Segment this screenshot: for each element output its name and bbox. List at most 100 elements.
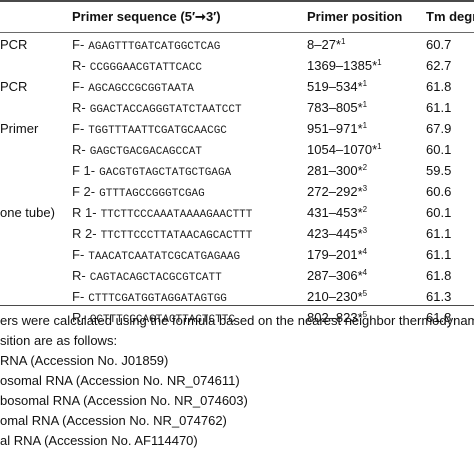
primer-direction: R 1- [72, 205, 97, 220]
position-value: 1054–1070* [307, 142, 378, 157]
tm-cell: 61.8 [426, 268, 452, 283]
primer-bases: GAGCTGACGACAGCCAT [89, 146, 202, 158]
primer-bases: CCGGGAACGTATTCACC [89, 62, 202, 74]
primer-direction: F 2- [72, 184, 96, 199]
table-row: F 1- GACGTGTAGCTATGCTGAGA 281–300*2 59.5 [0, 160, 474, 182]
tm-cell: 61.3 [426, 289, 452, 304]
position-value: 179–201* [307, 247, 363, 262]
table-header-rule [0, 32, 474, 33]
primer-bases: AGCAGCCGCGGTAATA [88, 83, 194, 95]
footnote-line: sition are as follows: [0, 333, 118, 348]
primer-bases: TAACATCAATATCGCATGAGAAG [88, 251, 241, 263]
primer-bases: GTTTAGCCGGGTCGAG [99, 188, 205, 200]
primer-position-cell: 210–230*5 [307, 286, 367, 308]
table-row: F- TAACATCAATATCGCATGAGAAG 179–201*4 61.1 [0, 244, 474, 266]
row-label: one tube) [0, 205, 55, 220]
table-row: R- CAGTACAGCTACGCGTCATT 287–306*4 61.8 [0, 265, 474, 287]
primer-direction: F- [72, 79, 85, 94]
primer-bases: GCTTTCGCAGTAGTTAGTCTTC [89, 314, 235, 326]
primer-direction: R 2- [72, 226, 97, 241]
position-footnote-mark: 1 [377, 142, 382, 151]
header-primer-position: Primer position [307, 9, 403, 24]
primer-position-cell: 272–292*3 [307, 181, 367, 203]
table-top-rule [0, 0, 474, 2]
tm-cell: 60.6 [426, 184, 452, 199]
primer-direction: R- [72, 100, 86, 115]
table-row: R- CCGGGAACGTATTCACC 1369–1385*1 62.7 [0, 55, 474, 77]
primer-sequence-cell: R 1- TTCTTCCCAAATAAAAGAACTTT [72, 202, 252, 226]
footnote-line: ers were calculated using the formula ba… [0, 313, 474, 328]
primer-sequence-cell: R- GGACTACCAGGGTATCTAATCCT [72, 97, 242, 121]
primer-position-cell: 802–823*5 [307, 307, 367, 329]
primer-sequence-cell: R- GAGCTGACGACAGCCAT [72, 139, 202, 163]
position-footnote-mark: 4 [362, 247, 368, 256]
primer-position-cell: 951–971*1 [307, 118, 367, 140]
primer-position-cell: 287–306*4 [307, 265, 367, 287]
primer-bases: GACGTGTAGCTATGCTGAGA [99, 167, 232, 179]
table-header-row: Primer sequence (5′➞3′) Primer position … [0, 2, 474, 32]
primer-sequence-cell: R- CAGTACAGCTACGCGTCATT [72, 265, 222, 289]
position-value: 423–445* [307, 226, 363, 241]
position-footnote-mark: 2 [362, 163, 368, 172]
primer-bases: CTTTCGATGGTAGGATAGTGG [88, 293, 227, 305]
position-value: 951–971* [307, 121, 363, 136]
primer-direction: F- [72, 37, 85, 52]
tm-cell: 59.5 [426, 163, 452, 178]
primer-bases: CAGTACAGCTACGCGTCATT [89, 272, 222, 284]
header-tm: Tm degr [426, 9, 474, 24]
position-value: 783–805* [307, 100, 363, 115]
primer-sequence-cell: F 1- GACGTGTAGCTATGCTGAGA [72, 160, 231, 184]
position-footnote-mark: 5 [362, 310, 368, 319]
tm-cell: 61.8 [426, 310, 452, 325]
tm-cell: 60.7 [426, 37, 452, 52]
tm-cell: 60.1 [426, 142, 452, 157]
primer-bases: TTCTTCCCTTATAACAGCACTTT [100, 230, 253, 242]
primer-position-cell: 519–534*1 [307, 76, 367, 98]
primer-sequence-cell: R- CCGGGAACGTATTCACC [72, 55, 202, 79]
primer-sequence-cell: F- AGCAGCCGCGGTAATA [72, 76, 194, 100]
primer-sequence-cell: R 2- TTCTTCCCTTATAACAGCACTTT [72, 223, 252, 247]
primer-direction: R- [72, 142, 86, 157]
position-footnote-mark: 1 [377, 58, 382, 67]
table-row: F- CTTTCGATGGTAGGATAGTGG 210–230*5 61.3 [0, 286, 474, 308]
position-footnote-mark: 1 [362, 100, 368, 109]
primer-position-cell: 783–805*1 [307, 97, 367, 119]
tm-cell: 61.1 [426, 247, 452, 262]
primer-sequence-cell: R- GCTTTCGCAGTAGTTAGTCTTC [72, 307, 235, 331]
primer-sequence-cell: F 2- GTTTAGCCGGGTCGAG [72, 181, 205, 205]
primer-position-cell: 179–201*4 [307, 244, 367, 266]
primer-direction: R- [72, 268, 86, 283]
table-bottom-rule [0, 305, 474, 306]
position-footnote-mark: 1 [362, 121, 368, 130]
position-value: 281–300* [307, 163, 363, 178]
primer-position-cell: 1369–1385*1 [307, 55, 382, 77]
table-row: R- GAGCTGACGACAGCCAT 1054–1070*1 60.1 [0, 139, 474, 161]
position-footnote-mark: 1 [340, 37, 346, 46]
tm-cell: 60.1 [426, 205, 452, 220]
primer-position-cell: 423–445*3 [307, 223, 367, 245]
position-footnote-mark: 5 [362, 289, 368, 298]
position-value: 272–292* [307, 184, 363, 199]
table-row: R- GCTTTCGCAGTAGTTAGTCTTC 802–823*5 61.8 [0, 307, 474, 329]
position-value: 1369–1385* [307, 58, 378, 73]
position-value: 287–306* [307, 268, 363, 283]
primer-direction: F- [72, 121, 85, 136]
row-label: PCR [0, 79, 28, 94]
primer-position-cell: 8–27*1 [307, 34, 345, 56]
table-row: R- GGACTACCAGGGTATCTAATCCT 783–805*1 61.1 [0, 97, 474, 119]
footnote-line: osomal RNA (Accession No. NR_074611) [0, 373, 240, 388]
primer-position-cell: 1054–1070*1 [307, 139, 382, 161]
primer-sequence-cell: F- CTTTCGATGGTAGGATAGTGG [72, 286, 227, 310]
primer-sequence-cell: F- TGGTTTAATTCGATGCAACGC [72, 118, 227, 142]
tm-cell: 67.9 [426, 121, 452, 136]
position-value: 8–27* [307, 37, 341, 52]
primer-sequence-cell: F- AGAGTTTGATCATGGCTCAG [72, 34, 220, 58]
primer-bases: TTCTTCCCAAATAAAAGAACTTT [100, 209, 253, 221]
table-row: PCR F- AGCAGCCGCGGTAATA 519–534*1 61.8 [0, 76, 474, 98]
primer-direction: R- [72, 310, 86, 325]
tm-cell: 61.8 [426, 79, 452, 94]
position-value: 519–534* [307, 79, 363, 94]
primer-bases: TGGTTTAATTCGATGCAACGC [88, 125, 227, 137]
table-row: R 2- TTCTTCCCTTATAACAGCACTTT 423–445*3 61… [0, 223, 474, 245]
